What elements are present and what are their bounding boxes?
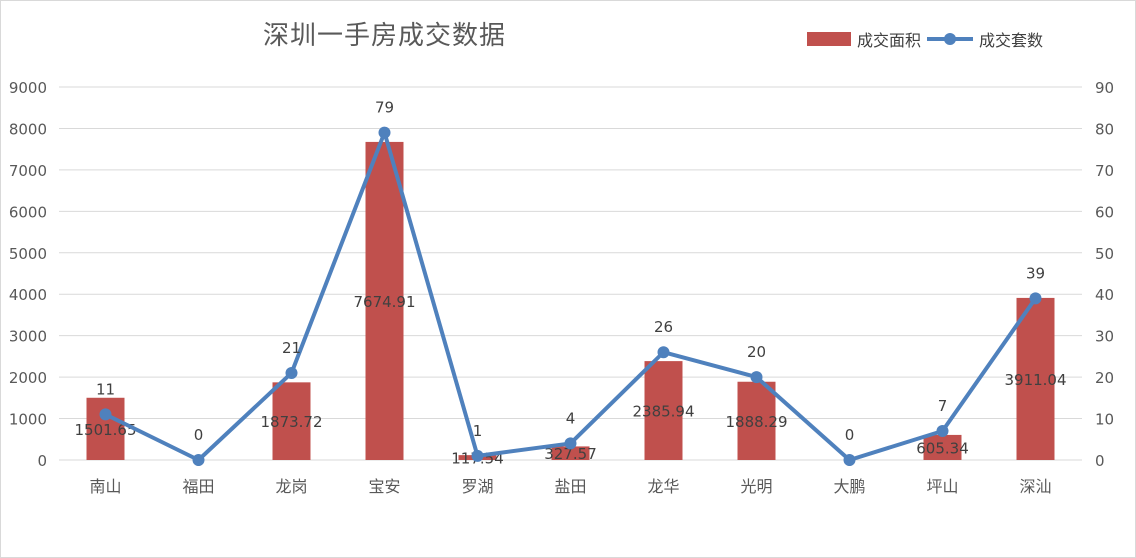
bar-data-label: 1501.65 xyxy=(74,421,136,439)
legend-swatch-count xyxy=(927,32,974,46)
y-left-tick-label: 9000 xyxy=(9,79,47,97)
line-point xyxy=(471,449,484,462)
legend-swatch-area xyxy=(807,32,851,46)
y-left-tick-label: 2000 xyxy=(9,369,47,387)
line-data-label: 0 xyxy=(194,426,204,444)
y-left-tick-label: 1000 xyxy=(9,411,47,429)
legend-label-count: 成交套数 xyxy=(979,31,1044,50)
x-tick-label: 罗湖 xyxy=(461,477,493,496)
line-point xyxy=(843,454,856,466)
y-left-tick-label: 3000 xyxy=(9,328,47,346)
x-tick-label: 龙华 xyxy=(647,477,679,496)
line-data-label: 21 xyxy=(282,339,301,357)
bar xyxy=(551,446,590,460)
legend-label-area: 成交面积 xyxy=(857,31,922,50)
bar-data-label: 2385.94 xyxy=(632,403,694,421)
y-right-tick-label: 40 xyxy=(1095,286,1114,304)
bar-data-label: 1873.72 xyxy=(260,413,322,431)
bar xyxy=(272,382,311,460)
line-data-label: 79 xyxy=(375,99,394,117)
x-tick-label: 龙岗 xyxy=(275,477,307,496)
line-point xyxy=(936,424,949,437)
bar-data-label: 7674.91 xyxy=(353,293,415,311)
line-point xyxy=(192,454,205,466)
line-data-label: 0 xyxy=(845,426,855,444)
y-left-tick-label: 8000 xyxy=(9,120,47,138)
x-tick-label: 光明 xyxy=(740,477,772,496)
line-point xyxy=(750,371,763,384)
x-tick-label: 盐田 xyxy=(554,477,586,496)
y-right-tick-label: 0 xyxy=(1095,452,1105,470)
x-tick-label: 福田 xyxy=(182,477,214,496)
line-point xyxy=(285,366,298,379)
line-point xyxy=(99,408,112,421)
x-tick-label: 坪山 xyxy=(926,477,958,496)
line-point xyxy=(564,437,577,450)
y-right-tick-label: 70 xyxy=(1095,162,1114,180)
bar xyxy=(1016,297,1055,460)
y-right-tick-label: 50 xyxy=(1095,245,1114,263)
y-left-tick-label: 7000 xyxy=(9,162,47,180)
line-point xyxy=(657,346,670,359)
bar-data-label: 327.57 xyxy=(544,445,597,463)
y-left-tick-label: 4000 xyxy=(9,286,47,304)
y-left-tick-label: 6000 xyxy=(9,203,47,221)
y-right-tick-label: 30 xyxy=(1095,328,1114,346)
chart-title: 深圳一手房成交数据 xyxy=(263,21,507,51)
x-tick-label: 大鹏 xyxy=(833,477,865,496)
y-right-tick-label: 10 xyxy=(1095,411,1114,429)
bar-data-label: 605.34 xyxy=(916,439,969,457)
line-data-label: 4 xyxy=(566,409,576,427)
line-data-label: 39 xyxy=(1026,264,1045,282)
x-tick-label: 南山 xyxy=(89,477,121,496)
line-data-label: 7 xyxy=(938,397,948,415)
line-data-label: 11 xyxy=(96,380,115,398)
y-right-tick-label: 80 xyxy=(1095,120,1114,138)
y-left-tick-label: 0 xyxy=(37,452,47,470)
bar xyxy=(365,141,404,461)
bar xyxy=(923,434,962,460)
line-data-label: 20 xyxy=(747,343,766,361)
x-tick-label: 宝安 xyxy=(368,477,400,496)
y-right-tick-label: 60 xyxy=(1095,203,1114,221)
line-data-label: 26 xyxy=(654,318,673,336)
legend: 成交面积 成交套数 xyxy=(807,27,1049,51)
legend-item-area: 成交面积 xyxy=(807,27,921,51)
bar xyxy=(644,361,683,460)
y-right-tick-label: 90 xyxy=(1095,79,1114,97)
legend-item-count: 成交套数 xyxy=(927,27,1043,51)
x-tick-label: 深汕 xyxy=(1019,477,1051,496)
bar-data-label: 1888.29 xyxy=(725,413,787,431)
bar-data-label: 3911.04 xyxy=(1004,371,1066,389)
y-left-tick-label: 5000 xyxy=(9,245,47,263)
bar xyxy=(86,397,125,460)
bar xyxy=(737,381,776,460)
line-point xyxy=(378,126,391,139)
line-point xyxy=(1029,292,1042,305)
y-right-tick-label: 20 xyxy=(1095,369,1114,387)
line-data-label: 1 xyxy=(473,422,483,440)
